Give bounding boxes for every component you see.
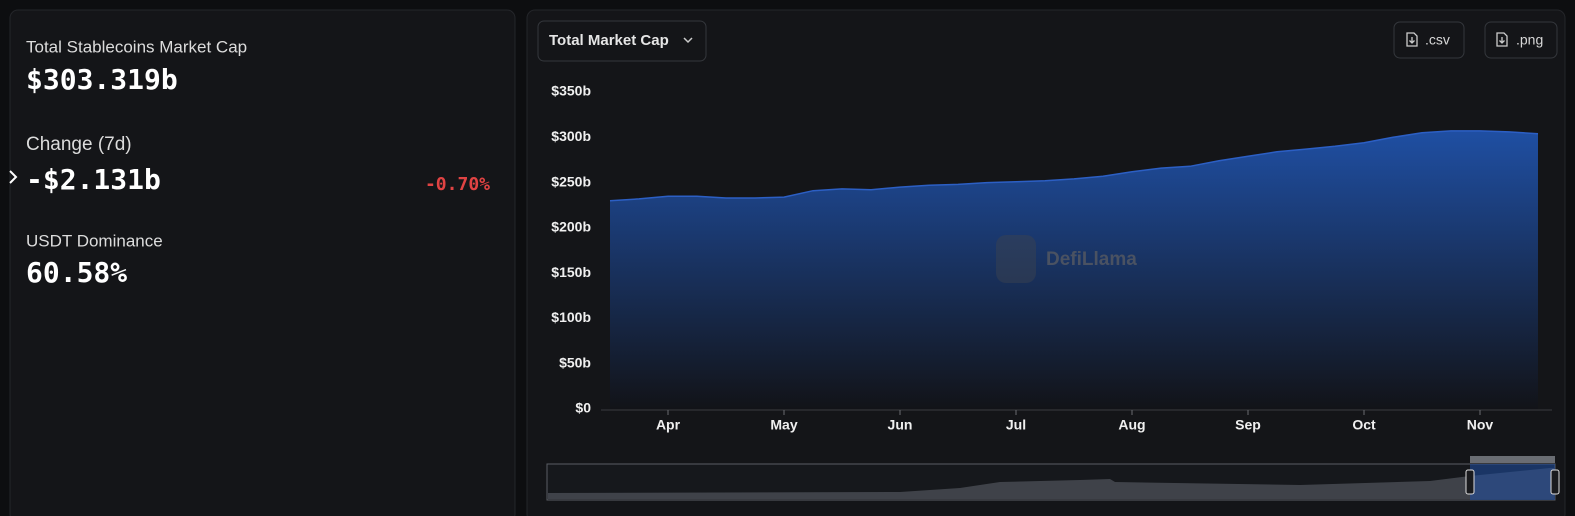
x-tick-label: Jun: [888, 417, 913, 433]
navigator-handle[interactable]: [1465, 469, 1475, 495]
x-tick-label: May: [770, 417, 797, 433]
navigator-area: [548, 468, 1554, 499]
dropdown-label: Total Market Cap: [549, 32, 669, 49]
y-tick-label: $350b: [551, 83, 591, 99]
x-tick-label: Aug: [1118, 417, 1145, 433]
dropdown-chevron: [683, 37, 693, 44]
area-line: [609, 130, 1539, 202]
stat-value: $303.319b: [26, 63, 178, 96]
y-tick-label: $300b: [551, 128, 591, 144]
y-tick-label: $150b: [551, 264, 591, 280]
x-tick-label: Apr: [656, 417, 681, 433]
stat-change: -0.70%: [425, 174, 490, 195]
stat-value: 60.58%: [26, 256, 127, 289]
button-label: .png: [1516, 32, 1543, 48]
watermark: DefiLlama: [1046, 249, 1137, 270]
watermark-logo: [996, 235, 1036, 283]
stat-label: USDT Dominance: [26, 231, 163, 250]
x-tick-label: Jul: [1006, 417, 1026, 433]
summary-panel: [9, 9, 516, 516]
x-tick-label: Sep: [1235, 417, 1261, 433]
download-icon: [1496, 32, 1508, 47]
navigator-drag-bar[interactable]: [1470, 456, 1555, 463]
download-icon: [1406, 32, 1418, 47]
x-tick-label: Oct: [1352, 417, 1376, 433]
stat-label: Total Stablecoins Market Cap: [26, 37, 247, 56]
expand-chevron[interactable]: [9, 170, 18, 184]
x-tick-label: Nov: [1467, 417, 1494, 433]
y-tick-label: $100b: [551, 309, 591, 325]
y-tick-label: $250b: [551, 173, 591, 189]
navigator-handle[interactable]: [1550, 469, 1560, 495]
metric-dropdown[interactable]: [537, 20, 707, 62]
y-tick-label: $0: [575, 400, 591, 416]
csv-button[interactable]: [1393, 21, 1465, 59]
button-label: .csv: [1425, 32, 1450, 48]
y-tick-label: $50b: [559, 354, 591, 370]
y-tick-label: $200b: [551, 219, 591, 235]
stat-label: Change (7d): [26, 134, 132, 155]
plot: $0 $50b $100b $150b $200b $250b $300b $350b Apr M…: [551, 83, 1552, 433]
stat-value: -$2.131b: [26, 163, 161, 196]
png-button[interactable]: [1484, 21, 1558, 59]
navigator-selection[interactable]: [1470, 464, 1555, 500]
area: [610, 130, 1538, 409]
